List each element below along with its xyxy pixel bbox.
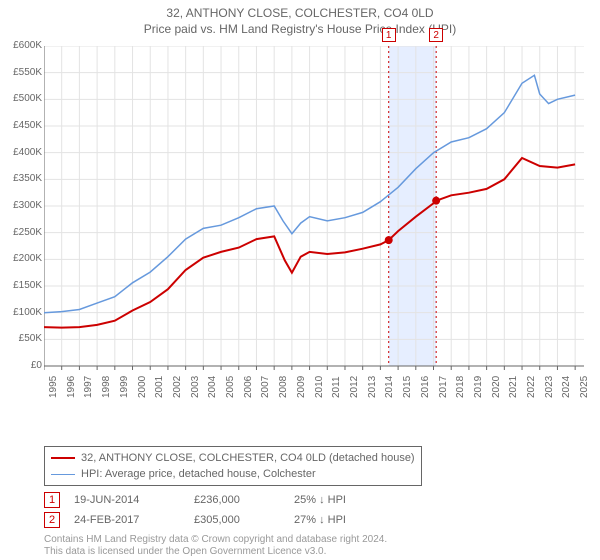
y-axis-label: £600K	[2, 40, 42, 51]
y-axis-label: £550K	[2, 67, 42, 78]
x-axis-label: 2013	[367, 376, 378, 398]
y-axis-label: £500K	[2, 93, 42, 104]
x-axis-label: 2007	[260, 376, 271, 398]
x-axis-label: 2012	[349, 376, 360, 398]
chart-subtitle: Price paid vs. HM Land Registry's House …	[0, 22, 600, 36]
legend-label: HPI: Average price, detached house, Colc…	[81, 468, 316, 480]
y-axis-label: £100K	[2, 307, 42, 318]
footer-line1: Contains HM Land Registry data © Crown c…	[44, 534, 387, 546]
y-axis-label: £50K	[2, 333, 42, 344]
y-axis-label: £400K	[2, 147, 42, 158]
x-axis-label: 2003	[190, 376, 201, 398]
x-axis-label: 2019	[473, 376, 484, 398]
x-axis-label: 2016	[420, 376, 431, 398]
x-axis-label: 2010	[314, 376, 325, 398]
x-axis-label: 2024	[561, 376, 572, 398]
chart-event-marker: 2	[429, 28, 443, 42]
event-delta: 27% ↓ HPI	[294, 514, 346, 526]
x-axis-label: 2020	[491, 376, 502, 398]
x-axis-label: 2017	[438, 376, 449, 398]
chart-event-marker: 1	[382, 28, 396, 42]
x-axis-label: 2011	[331, 376, 342, 398]
y-axis-label: £450K	[2, 120, 42, 131]
legend-swatch	[51, 457, 75, 459]
event-marker: 1	[44, 492, 60, 508]
y-axis-label: £300K	[2, 200, 42, 211]
x-axis-label: 2006	[243, 376, 254, 398]
chart-svg	[44, 46, 590, 408]
legend-box: 32, ANTHONY CLOSE, COLCHESTER, CO4 0LD (…	[44, 446, 422, 486]
y-axis-label: £150K	[2, 280, 42, 291]
chart-title-address: 32, ANTHONY CLOSE, COLCHESTER, CO4 0LD	[0, 6, 600, 20]
y-axis-label: £250K	[2, 227, 42, 238]
x-axis-label: 2022	[526, 376, 537, 398]
y-axis-label: £200K	[2, 253, 42, 264]
event-delta: 25% ↓ HPI	[294, 494, 346, 506]
legend-item: 32, ANTHONY CLOSE, COLCHESTER, CO4 0LD (…	[51, 450, 415, 466]
x-axis-label: 2008	[278, 376, 289, 398]
legend-item: HPI: Average price, detached house, Colc…	[51, 466, 415, 482]
x-axis-label: 1995	[48, 376, 59, 398]
x-axis-label: 1997	[83, 376, 94, 398]
footer: Contains HM Land Registry data © Crown c…	[44, 534, 387, 558]
legend-label: 32, ANTHONY CLOSE, COLCHESTER, CO4 0LD (…	[81, 452, 415, 464]
event-price: £305,000	[194, 514, 294, 526]
x-axis-label: 2023	[544, 376, 555, 398]
event-row: 2 24-FEB-2017 £305,000 27% ↓ HPI	[44, 512, 346, 528]
x-axis-label: 1999	[119, 376, 130, 398]
x-axis-label: 2025	[579, 376, 590, 398]
x-axis-label: 2018	[455, 376, 466, 398]
x-axis-label: 1998	[101, 376, 112, 398]
event-row: 1 19-JUN-2014 £236,000 25% ↓ HPI	[44, 492, 346, 508]
x-axis-label: 2009	[296, 376, 307, 398]
chart-titles: 32, ANTHONY CLOSE, COLCHESTER, CO4 0LD P…	[0, 0, 600, 36]
event-date: 24-FEB-2017	[74, 514, 194, 526]
footer-line2: This data is licensed under the Open Gov…	[44, 546, 387, 558]
chart-area	[44, 46, 590, 408]
x-axis-label: 2001	[154, 376, 165, 398]
x-axis-label: 2021	[508, 376, 519, 398]
y-axis-label: £0	[2, 360, 42, 371]
y-axis-label: £350K	[2, 173, 42, 184]
x-axis-label: 2014	[384, 376, 395, 398]
x-axis-label: 2004	[207, 376, 218, 398]
legend-swatch	[51, 474, 75, 475]
x-axis-label: 2015	[402, 376, 413, 398]
event-marker: 2	[44, 512, 60, 528]
event-price: £236,000	[194, 494, 294, 506]
x-axis-label: 2000	[137, 376, 148, 398]
x-axis-label: 1996	[66, 376, 77, 398]
event-date: 19-JUN-2014	[74, 494, 194, 506]
x-axis-label: 2005	[225, 376, 236, 398]
x-axis-label: 2002	[172, 376, 183, 398]
